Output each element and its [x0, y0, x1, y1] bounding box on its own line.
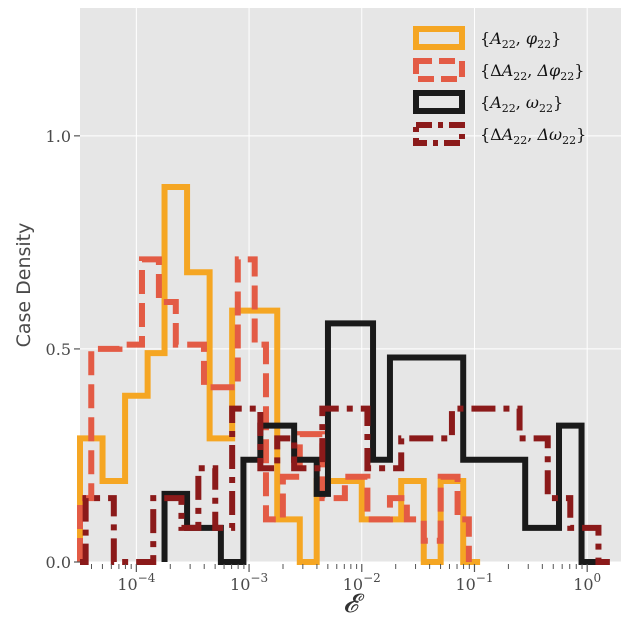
y-tick-label: 1.0 — [46, 127, 71, 146]
legend-item-4: {ΔA22, Δω22} — [413, 122, 586, 147]
legend-label: {ΔA22, Δω22} — [480, 125, 586, 147]
legend-swatch — [413, 58, 465, 82]
legend-swatch — [413, 122, 465, 146]
legend-item-3: {A22, ω22} — [413, 90, 563, 115]
y-axis: 0.0 0.5 1.0 — [46, 127, 80, 572]
legend-swatch — [413, 26, 465, 50]
series-line — [77, 183, 481, 565]
y-tick-label: 0.5 — [46, 340, 71, 359]
legend: {A22, φ22} {ΔA22, Δφ22} {A22, ω22} {ΔA22, Δ… — [413, 26, 586, 147]
series-3 — [161, 320, 610, 565]
plot-area — [80, 8, 621, 562]
x-tick-label: 100 — [573, 571, 601, 594]
series-4 — [80, 405, 610, 565]
x-tick-label: 10−4 — [117, 571, 155, 594]
x-tick-label: 10−3 — [230, 571, 268, 594]
legend-label: {ΔA22, Δφ22} — [480, 61, 584, 83]
series-line — [161, 320, 610, 565]
y-tick-label: 0.0 — [46, 553, 71, 572]
x-tick-label: 10−2 — [343, 571, 381, 594]
series-layer — [77, 183, 610, 565]
x-axis: 10−4 10−3 10−2 10−1 100 — [91, 564, 601, 594]
legend-item-2: {ΔA22, Δφ22} — [413, 58, 584, 83]
legend-label: {A22, ω22} — [480, 93, 563, 115]
legend-item-1: {A22, φ22} — [413, 26, 561, 51]
x-tick-label: 10−1 — [455, 571, 493, 594]
grid-lines — [80, 8, 621, 563]
series-line — [80, 405, 610, 565]
y-axis-label: Case Density — [13, 223, 35, 348]
series-line — [77, 256, 472, 562]
series-1 — [77, 183, 481, 565]
series-2 — [77, 256, 472, 562]
legend-label: {A22, φ22} — [480, 29, 561, 51]
legend-swatch — [413, 90, 465, 114]
